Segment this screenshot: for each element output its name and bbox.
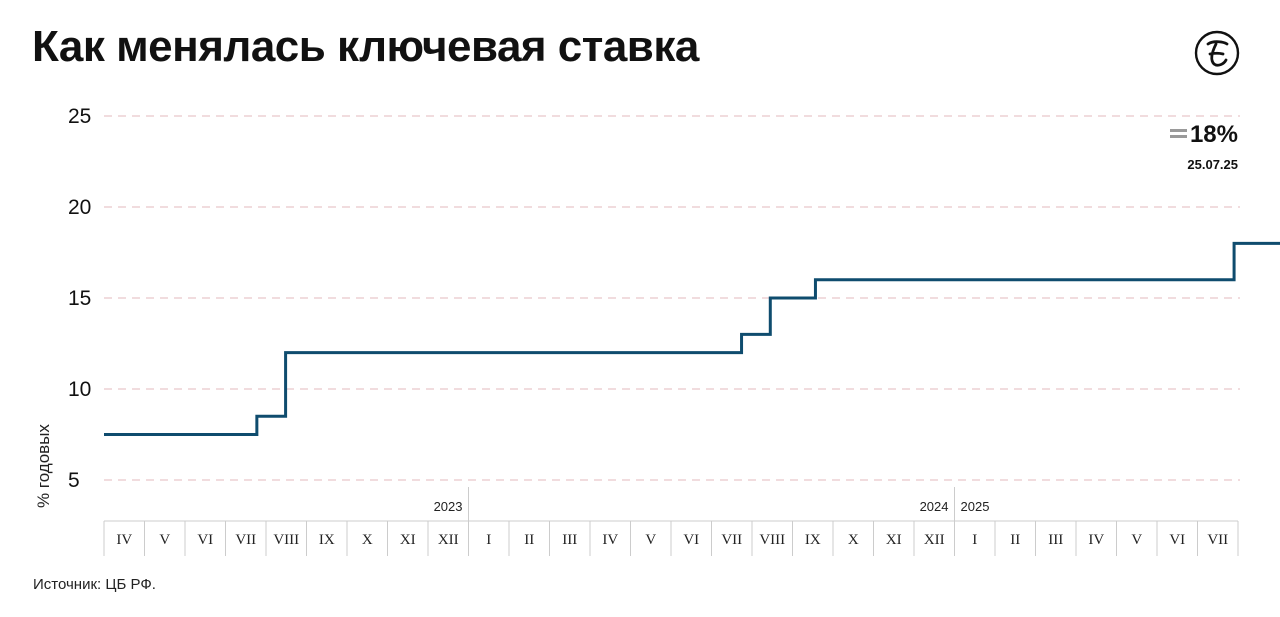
month-label: II: [1010, 532, 1020, 548]
month-label: VII: [1207, 532, 1228, 548]
month-label: I: [486, 532, 491, 548]
y-axis-label: % годовых: [34, 424, 53, 508]
year-label: 2024: [920, 499, 949, 514]
grid-lines: [104, 115, 1240, 481]
month-label: VII: [235, 532, 256, 548]
rate-line: [104, 241, 1280, 436]
month-label: V: [1131, 532, 1142, 548]
month-label: I: [972, 532, 977, 548]
chart-title: Как менялась ключевая ставка: [32, 22, 699, 71]
year-label: 2023: [434, 499, 463, 514]
month-label: VIII: [759, 532, 785, 548]
month-label: II: [524, 532, 534, 548]
year-label: 2025: [961, 499, 990, 514]
month-label: VIII: [273, 532, 299, 548]
month-label: IV: [602, 532, 618, 548]
y-tick-label: 10: [68, 378, 91, 401]
y-tick-labels: 5 10 15 20 25: [68, 105, 91, 492]
source-note: Источник: ЦБ РФ.: [33, 576, 156, 593]
month-label: XII: [438, 532, 459, 548]
month-label: XI: [400, 532, 416, 548]
month-label: V: [645, 532, 656, 548]
month-label: X: [848, 532, 859, 548]
month-axis: IV V VI VII VIII IX X XI XII I II III IV V VI VII VIII IX…: [103, 487, 1239, 556]
y-tick-label: 5: [68, 469, 80, 492]
current-rate-date: 25.07.25: [1187, 157, 1238, 172]
month-label: IX: [319, 532, 335, 548]
month-label: XII: [924, 532, 945, 548]
y-tick-label: 15: [68, 287, 91, 310]
kommersant-logo-icon: [1194, 30, 1240, 76]
equals-icon: [1169, 128, 1187, 139]
month-label: VI: [197, 532, 213, 548]
month-label: IV: [1088, 532, 1104, 548]
month-label: IX: [805, 532, 821, 548]
current-rate-callout: 18%: [1169, 121, 1238, 149]
month-label: X: [362, 532, 373, 548]
month-label: XI: [886, 532, 902, 548]
month-label: IV: [116, 532, 132, 548]
month-label: III: [1048, 532, 1063, 548]
month-label: V: [159, 532, 170, 548]
month-label: VII: [721, 532, 742, 548]
month-label: VI: [1169, 532, 1185, 548]
rate-series: [104, 241, 1280, 436]
month-label: VI: [683, 532, 699, 548]
y-tick-label: 25: [68, 105, 91, 128]
current-rate-value: 18%: [1189, 121, 1238, 148]
month-label: III: [562, 532, 577, 548]
y-tick-label: 20: [68, 196, 91, 219]
